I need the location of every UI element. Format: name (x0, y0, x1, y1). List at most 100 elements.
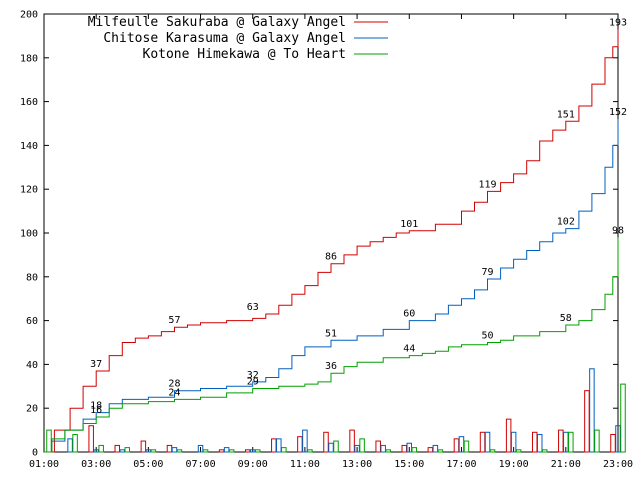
plot-frame (43, 13, 619, 453)
data-label: 57 (168, 315, 180, 326)
data-label: 50 (482, 331, 494, 342)
hourly-bar (244, 449, 251, 453)
x-tick-label: 21:00 (551, 459, 581, 470)
hourly-bar (166, 444, 173, 453)
hourly-bar (479, 431, 486, 453)
series-line-2 (44, 119, 619, 453)
data-label: 86 (325, 252, 337, 263)
hourly-bar (140, 440, 147, 453)
hourly-bar (589, 368, 595, 453)
data-label: 44 (403, 344, 415, 355)
data-label: 16 (90, 405, 102, 416)
hourly-bar (254, 449, 261, 453)
hourly-bar (558, 429, 564, 453)
data-label: 32 (247, 370, 259, 381)
hourly-bar (119, 449, 126, 453)
hourly-bar (453, 438, 460, 453)
hourly-bar (437, 449, 444, 453)
data-label: 51 (325, 328, 337, 339)
hourly-bar (401, 444, 408, 453)
data-label: 24 (168, 387, 180, 398)
hourly-bar (541, 449, 548, 453)
hourly-bar (380, 444, 386, 453)
x-tick-label: 23:00 (603, 459, 633, 470)
y-tick-label: 100 (20, 229, 38, 240)
x-tick-label: 05:00 (133, 459, 163, 470)
legend-entry: Kotone Himekawa @ To Heart (143, 47, 347, 62)
hourly-bar (536, 433, 543, 453)
hourly-bar (297, 436, 303, 453)
hourly-bar (385, 449, 391, 453)
x-tick-label: 03:00 (81, 459, 111, 470)
y-tick-label: 160 (20, 97, 38, 108)
hourly-bar (463, 440, 470, 453)
hourly-bar (484, 431, 491, 453)
x-tick-label: 15:00 (394, 459, 424, 470)
hourly-bar (505, 418, 512, 453)
x-tick-label: 07:00 (185, 459, 215, 470)
data-labels: 37 57 63 86 101 119 151 193 18 28 32 51 60 79 102 152 16… (90, 17, 627, 416)
data-label: 60 (403, 309, 415, 320)
hourly-bar (515, 449, 522, 453)
data-label: 63 (247, 302, 259, 313)
hourly-bar (218, 449, 225, 453)
hourly-bar (411, 447, 418, 453)
hourly-bar (584, 390, 590, 453)
data-label: 102 (557, 217, 575, 228)
hourly-bar (302, 429, 308, 453)
data-label: 151 (557, 109, 575, 120)
legend-entry: Milfeulle Sakuraba @ Galaxy Angel (88, 15, 346, 30)
hourly-bar (171, 447, 178, 453)
hourly-bar (489, 449, 496, 453)
hourly-bar (176, 449, 183, 453)
data-label: 18 (90, 401, 102, 412)
hourly-bar (594, 429, 600, 453)
hourly-bar (46, 429, 52, 453)
hourly-bar (150, 449, 157, 453)
axes: 0 20 40 60 80 100 120 140 160 180 200 01:00 03:00 05:… (20, 10, 633, 471)
hourly-bar (67, 438, 73, 453)
data-label: 98 (612, 225, 624, 236)
series-line-3 (44, 237, 619, 453)
hourly-bar (276, 438, 282, 453)
data-label: 193 (609, 17, 627, 28)
hourly-bar (281, 447, 287, 453)
hourly-bar (568, 431, 574, 453)
hourly-bar (349, 429, 355, 453)
hourly-bar (620, 383, 626, 453)
hourly-bar (510, 431, 517, 453)
data-label: 58 (560, 313, 572, 324)
hourly-bar (307, 449, 313, 453)
legend: Milfeulle Sakuraba @ Galaxy AngelChitose… (88, 15, 388, 62)
y-tick-label: 140 (20, 141, 38, 152)
hourly-bar (359, 438, 365, 453)
data-label: 28 (168, 379, 180, 390)
hourly-bar (202, 449, 209, 453)
data-label: 119 (479, 179, 497, 190)
x-tick-label: 17:00 (446, 459, 476, 470)
x-tick-label: 01:00 (29, 459, 59, 470)
hourly-bar (124, 447, 131, 453)
hourly-bar (197, 444, 204, 453)
x-tick-label: 19:00 (499, 459, 529, 470)
data-label: 36 (325, 361, 337, 372)
legend-entry: Chitose Karasuma @ Galaxy Angel (103, 31, 346, 46)
hourly-bar (98, 444, 104, 453)
hourly-bar (114, 444, 121, 453)
hourly-bar (531, 431, 538, 453)
data-label: 29 (247, 376, 259, 387)
y-tick-label: 20 (26, 404, 38, 415)
data-label: 101 (400, 219, 418, 230)
y-tick-label: 80 (26, 272, 38, 283)
data-label: 79 (482, 267, 494, 278)
hourly-bar (228, 449, 235, 453)
data-label: 152 (609, 107, 627, 118)
x-tick-label: 09:00 (238, 459, 268, 470)
hourly-bar (333, 440, 339, 453)
hourly-bar (610, 433, 616, 453)
y-tick-label: 60 (26, 316, 38, 327)
y-tick-label: 0 (32, 448, 38, 459)
hourly-bar (88, 425, 94, 453)
hourly-bar (271, 438, 277, 453)
